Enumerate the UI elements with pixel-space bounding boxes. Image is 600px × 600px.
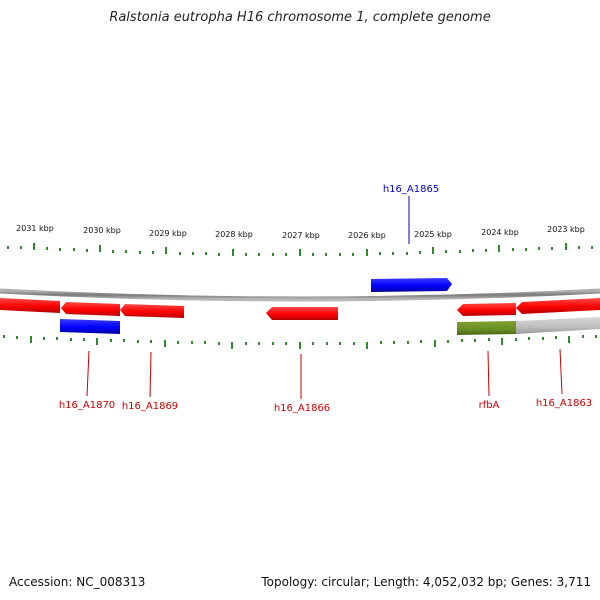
gene-label-h16-A1865[interactable]: h16_A1865 <box>383 184 439 195</box>
callout-line-h16-A1870 <box>86 350 90 397</box>
scale-label: 2028 kbp <box>215 230 253 239</box>
genome-summary-text: Topology: circular; Length: 4,052,032 bp… <box>261 575 591 589</box>
scale-label: 2024 kbp <box>481 228 519 237</box>
gene-callouts: h16_A1865 h16_A1870 h16_A1869 h16_A1866 … <box>59 184 592 414</box>
scale-label: 2026 kbp <box>348 231 386 240</box>
scale-labels: 2031 kbp 2030 kbp 2029 kbp 2028 kbp 2027… <box>16 224 585 240</box>
gene-h16-A1866[interactable] <box>266 307 338 320</box>
accession-text: Accession: NC_008313 <box>9 575 146 589</box>
gene-label-h16-A1869[interactable]: h16_A1869 <box>122 401 178 412</box>
map-title: Ralstonia eutropha H16 chromosome 1, com… <box>109 10 491 25</box>
callout-line-h16-A1869 <box>149 351 152 398</box>
gene-blue-block[interactable] <box>60 319 120 334</box>
gene-gray-block[interactable] <box>516 317 600 334</box>
gene-continuation-left[interactable] <box>0 298 60 313</box>
scale-label: 2027 kbp <box>282 231 320 240</box>
inner-gene-track <box>0 298 600 320</box>
callout-line-h16-A1863 <box>559 348 563 395</box>
gene-rfbA[interactable] <box>457 303 516 316</box>
gene-label-rfbA[interactable]: rfbA <box>479 400 500 411</box>
scale-label: 2025 kbp <box>414 230 452 239</box>
gene-label-h16-A1870[interactable]: h16_A1870 <box>59 400 115 411</box>
inner-ruler <box>3 335 597 349</box>
scale-label: 2031 kbp <box>16 224 54 233</box>
third-gene-track <box>60 317 600 335</box>
callout-line-rfbA <box>487 350 490 397</box>
outer-ruler <box>7 243 593 256</box>
gene-h16-A1869[interactable] <box>120 304 184 318</box>
gene-h16-A1863[interactable] <box>516 298 600 314</box>
gene-h16-A1870[interactable] <box>61 302 120 316</box>
scale-label: 2023 kbp <box>547 225 585 234</box>
scale-label: 2029 kbp <box>149 229 187 238</box>
gene-label-h16-A1863[interactable]: h16_A1863 <box>536 398 592 409</box>
chromosome-backbone <box>0 288 600 302</box>
gene-label-h16-A1866[interactable]: h16_A1866 <box>274 403 330 414</box>
gene-h16-A1865[interactable] <box>371 278 452 292</box>
scale-label: 2030 kbp <box>83 226 121 235</box>
gene-olive-block[interactable] <box>457 321 516 335</box>
